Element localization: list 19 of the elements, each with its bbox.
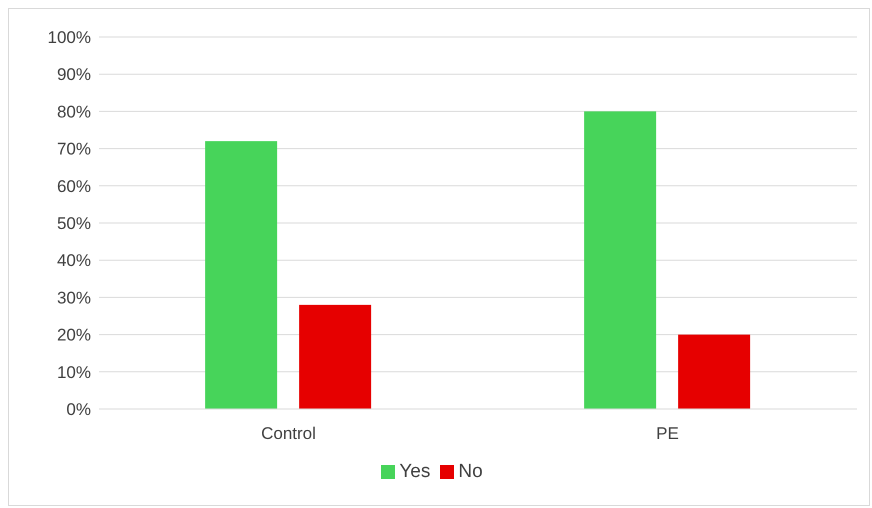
bar	[205, 141, 278, 409]
y-tick-label: 60%	[56, 176, 91, 196]
bar	[678, 334, 750, 409]
y-tick-label: 90%	[56, 65, 91, 84]
y-tick-label: 100%	[48, 28, 91, 48]
legend-label: No	[458, 461, 483, 482]
y-tick-label: 10%	[56, 362, 91, 382]
bar	[299, 304, 372, 409]
y-tick-label: 30%	[56, 288, 91, 308]
y-tick-label: 40%	[56, 251, 91, 270]
y-tick-label: 80%	[56, 102, 91, 122]
y-tick-label: 70%	[56, 140, 91, 159]
y-tick-label: 0%	[66, 400, 91, 420]
x-tick-label: Control	[261, 424, 316, 444]
y-tick-label: 50%	[56, 214, 91, 234]
x-tick-label: PE	[656, 424, 679, 444]
y-tick-label: 20%	[56, 326, 91, 345]
legend-label: Yes	[399, 461, 430, 482]
bar	[584, 111, 656, 409]
